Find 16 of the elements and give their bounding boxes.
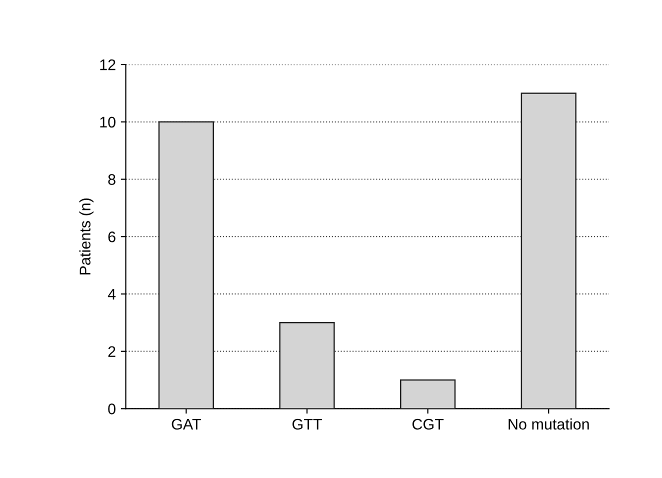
x-tick-label: GAT [172,418,201,430]
y-tick-label: 8 [108,174,116,185]
bar [158,121,214,409]
x-tick-label: GTT [292,418,322,430]
y-tick-label: 12 [100,59,116,70]
y-tick-label: 6 [108,231,116,242]
bar [520,92,576,409]
y-axis-title: Patients (n) [79,198,94,274]
y-tick-label: 2 [108,346,116,357]
bar [400,379,456,409]
y-tick-label: 4 [108,288,116,300]
y-tick-label: 10 [100,116,116,128]
x-tick-label: CGT [412,418,444,430]
y-tick-label: 0 [108,404,116,414]
x-tick-label: No mutation [508,418,589,430]
bar [279,322,335,409]
